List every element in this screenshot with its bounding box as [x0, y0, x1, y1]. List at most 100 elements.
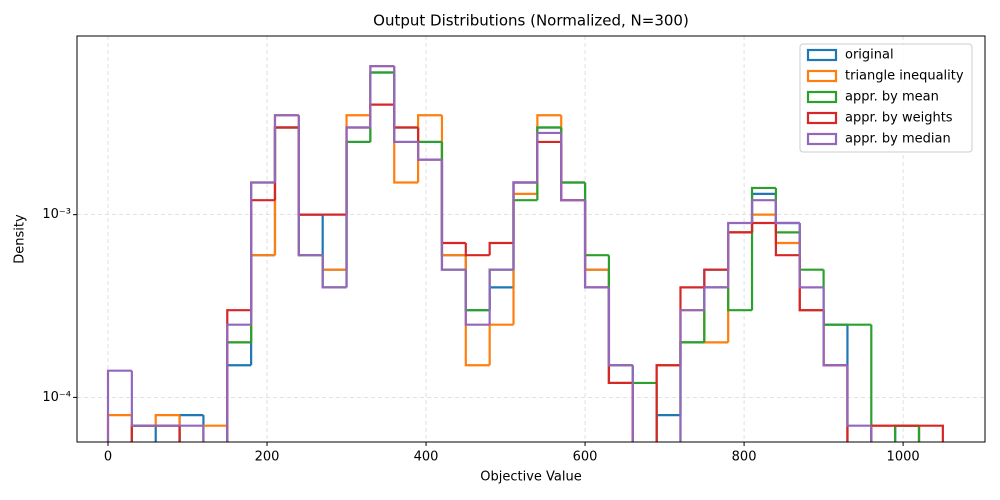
legend-label: appr. by weights [845, 111, 953, 126]
histogram-step [297, 127, 323, 257]
histogram-step [536, 126, 562, 201]
x-tick-label: 200 [255, 450, 280, 465]
histogram-step [560, 141, 586, 202]
histogram-step [273, 114, 299, 256]
histogram-step [416, 127, 442, 144]
histogram-step [703, 268, 729, 288]
histogram-step [178, 425, 181, 442]
histogram-step [894, 424, 920, 442]
histogram-step [798, 223, 824, 312]
histogram-step [679, 341, 705, 442]
histogram-step [488, 268, 514, 311]
legend-swatch [806, 69, 838, 83]
histogram-step [226, 341, 252, 426]
histogram-step [822, 287, 848, 367]
x-tick-label: 800 [732, 450, 757, 465]
histogram-step [250, 181, 275, 343]
histogram-step [393, 72, 419, 144]
histogram-step [345, 126, 371, 288]
histogram-step [369, 71, 395, 142]
histogram-step [607, 255, 633, 367]
histogram-step [440, 141, 466, 271]
histogram-step [727, 287, 753, 312]
histogram-step [727, 221, 753, 288]
plot-frame [76, 35, 986, 443]
histogram-step [202, 425, 205, 442]
histogram-step [440, 141, 466, 257]
histogram-step [321, 214, 347, 271]
legend-label: appr. by median [845, 132, 951, 147]
histogram-step [464, 269, 490, 326]
histogram-step [846, 324, 849, 442]
histogram-step [631, 382, 634, 442]
histogram-step [226, 341, 252, 442]
histogram-step [631, 365, 634, 442]
histogram-step [130, 424, 156, 442]
legend-label: triangle inequality [845, 69, 964, 84]
histogram-step [369, 65, 395, 128]
histogram-step [369, 103, 395, 128]
histogram-step [822, 310, 848, 367]
chart-title: Output Distributions (Normalized, N=300) [373, 12, 689, 30]
histogram-step [202, 424, 228, 442]
histogram-step [655, 364, 681, 442]
histogram-step [774, 187, 800, 234]
histogram-step [345, 114, 371, 270]
x-tick-label: 0 [104, 450, 112, 465]
x-axis-label: Objective Value [480, 470, 581, 485]
histogram-step [154, 413, 180, 426]
histogram-step [130, 370, 156, 427]
histogram-step [512, 181, 538, 270]
histogram-step [917, 425, 921, 442]
histogram-step [393, 104, 419, 129]
histogram-step [345, 126, 371, 215]
histogram-step [750, 221, 776, 233]
histogram-step [679, 309, 705, 366]
histogram-step [488, 323, 514, 366]
histogram-step [583, 200, 609, 289]
histogram-step [560, 115, 586, 202]
histogram-step [607, 287, 633, 367]
histogram-step [512, 199, 538, 270]
histogram-step [321, 255, 347, 289]
histogram-step [798, 232, 824, 271]
histogram-step [488, 241, 514, 256]
histogram-step [440, 115, 466, 257]
histogram-step [583, 200, 609, 271]
histogram-step [750, 199, 776, 224]
histogram-step [393, 72, 419, 129]
histogram-step [464, 269, 490, 312]
histogram-step [774, 214, 800, 245]
histogram-step [130, 424, 156, 442]
histogram-step [130, 424, 156, 442]
histogram-step [464, 255, 490, 312]
histogram-step [727, 231, 753, 270]
histogram-step [273, 126, 299, 183]
histogram-step [226, 309, 252, 442]
histogram-step [273, 126, 299, 201]
histogram-step [631, 382, 634, 442]
histogram-step [321, 255, 347, 289]
histogram-step [798, 242, 824, 312]
legend-swatch [806, 48, 838, 62]
histogram-step [894, 424, 920, 442]
legend-label: original [845, 48, 894, 63]
histogram-step [536, 126, 562, 183]
histogram-step [727, 231, 753, 343]
histogram-step [297, 127, 323, 216]
histogram-step [560, 132, 586, 202]
histogram-step [679, 341, 705, 416]
histogram-step [917, 425, 921, 442]
histogram-step [226, 364, 252, 442]
histogram-step [297, 115, 323, 257]
legend: original triangle inequality appr. by mean… [799, 43, 973, 153]
legend-swatch [806, 132, 838, 146]
histogram-step [512, 181, 538, 288]
histogram-step [393, 66, 419, 144]
histogram-step [774, 200, 800, 225]
histogram-step [703, 268, 729, 343]
histogram-step [679, 309, 705, 442]
y-tick-label: 10⁻³ [42, 207, 71, 222]
histogram-step [440, 159, 466, 271]
histogram-step [774, 193, 800, 225]
